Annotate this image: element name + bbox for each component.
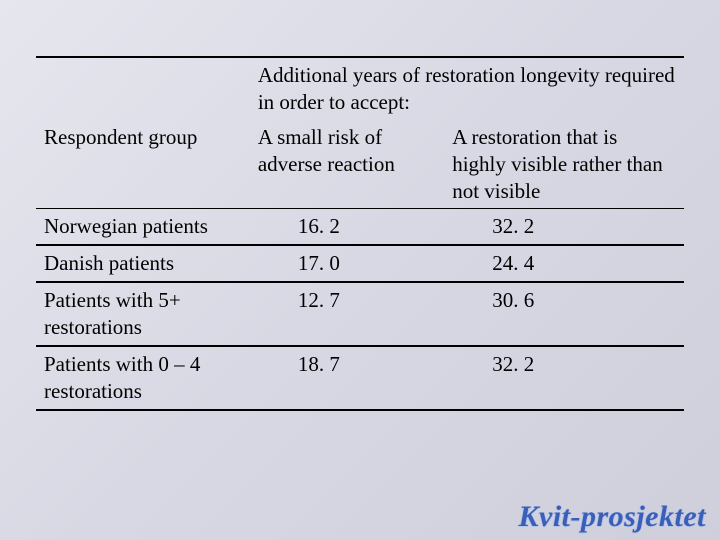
header-row-1: Additional years of restoration longevit… <box>36 57 684 120</box>
table-row: Danish patients 17. 0 24. 4 <box>36 245 684 282</box>
col-header-0: Respondent group <box>36 120 250 209</box>
row-value-2: 30. 6 <box>444 282 684 346</box>
col-header-1: A small risk of adverse reaction <box>250 120 444 209</box>
row-label: Patients with 0 – 4 restorations <box>36 346 250 410</box>
row-value-2: 32. 2 <box>444 209 684 245</box>
col-header-2: A restoration that is highly visible rat… <box>444 120 684 209</box>
watermark-text: Kvit-prosjektet <box>519 500 706 534</box>
table-row: Patients with 5+ restorations 12. 7 30. … <box>36 282 684 346</box>
data-table: Additional years of restoration longevit… <box>36 56 684 411</box>
row-value-2: 32. 2 <box>444 346 684 410</box>
header-row-2: Respondent group A small risk of adverse… <box>36 120 684 209</box>
table-row: Norwegian patients 16. 2 32. 2 <box>36 209 684 245</box>
slide-content: Additional years of restoration longevit… <box>0 0 720 411</box>
row-value-1: 17. 0 <box>250 245 444 282</box>
row-value-2: 24. 4 <box>444 245 684 282</box>
row-label: Danish patients <box>36 245 250 282</box>
table-row: Patients with 0 – 4 restorations 18. 7 3… <box>36 346 684 410</box>
row-label: Norwegian patients <box>36 209 250 245</box>
row-label: Patients with 5+ restorations <box>36 282 250 346</box>
row-value-1: 18. 7 <box>250 346 444 410</box>
row-value-1: 12. 7 <box>250 282 444 346</box>
row-value-1: 16. 2 <box>250 209 444 245</box>
span-header: Additional years of restoration longevit… <box>250 57 684 120</box>
